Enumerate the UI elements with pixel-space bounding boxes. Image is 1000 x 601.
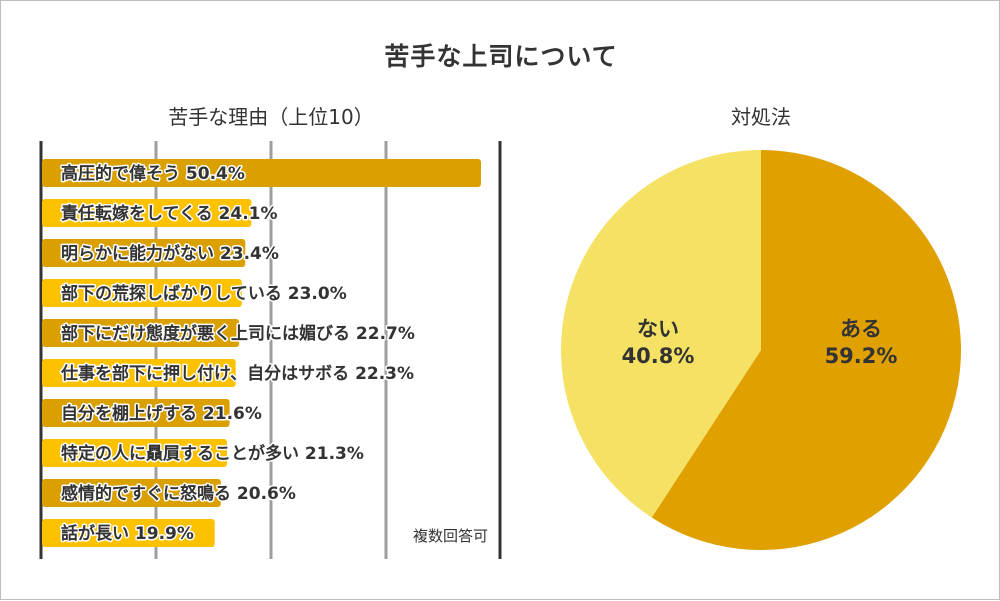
bar xyxy=(42,199,252,227)
bar-label: 明らかに能力がない 23.4% xyxy=(61,243,279,264)
bar xyxy=(42,239,246,267)
bar xyxy=(42,479,221,507)
bar xyxy=(42,399,230,427)
note-multiple-answers: 複数回答可 xyxy=(413,527,488,545)
pie-slice-label: ある xyxy=(840,317,882,341)
pie-chart-title: 対処法 xyxy=(731,105,791,129)
pie-slice-label: ない xyxy=(637,317,679,341)
pie-slice xyxy=(560,150,761,518)
bar xyxy=(42,279,242,307)
bar-label: 話が長い 19.9% xyxy=(61,523,194,544)
bar-label: 感情的ですぐに怒鳴る 20.6% xyxy=(61,483,296,504)
pie-slice xyxy=(651,150,961,550)
bar-label: 責任転嫁をしてくる 24.1% xyxy=(61,203,278,224)
bar-label: 部下にだけ態度が悪く上司には媚びる 22.7% xyxy=(61,323,415,344)
bar xyxy=(42,319,240,347)
page-title: 苦手な上司について xyxy=(384,42,618,71)
pie-slice-value: 59.2% xyxy=(825,344,898,368)
bar-label: 特定の人に贔屓することが多い 21.3% xyxy=(61,443,364,464)
bar-label: 高圧的で偉そう 50.4% xyxy=(61,163,245,184)
bar xyxy=(42,519,215,547)
bar xyxy=(42,439,227,467)
bar xyxy=(42,359,236,387)
bar xyxy=(42,159,481,187)
pie-slice-value: 40.8% xyxy=(622,344,695,368)
bar-label: 仕事を部下に押し付け、自分はサボる 22.3% xyxy=(60,363,414,384)
bar-label: 自分を棚上げする 21.6% xyxy=(61,403,262,424)
bar-label: 部下の荒探しばかりしている 23.0% xyxy=(61,283,347,304)
bar-chart-title: 苦手な理由（上位10） xyxy=(168,105,374,129)
